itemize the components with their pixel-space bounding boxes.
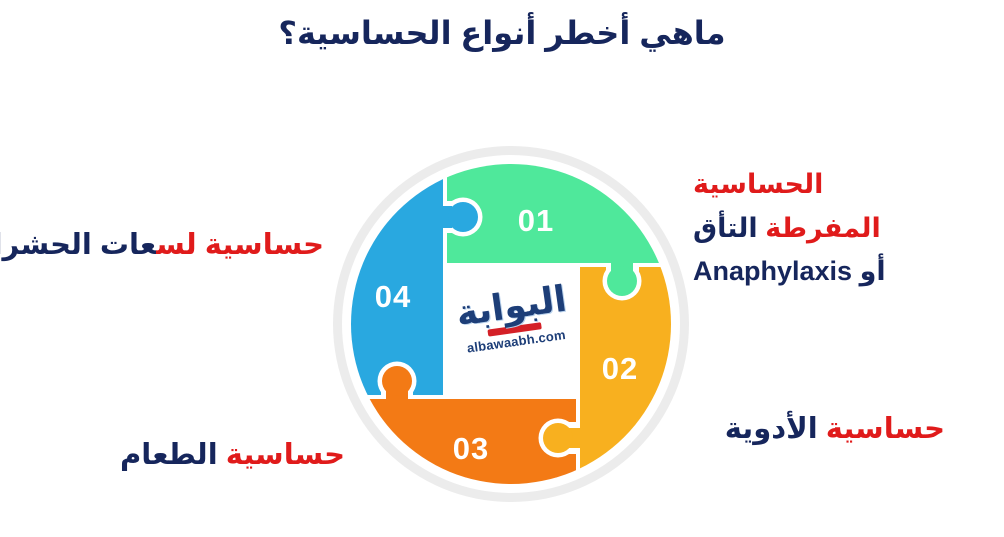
puzzle-tab-orange <box>377 361 417 403</box>
label-anaphylaxis-line2: أو Anaphylaxis <box>693 256 886 287</box>
piece-number-03: 03 <box>453 431 489 466</box>
label-food: حساسيةالطعام <box>120 437 345 473</box>
label-anaphylaxis: الحساسية المفرطةالتأق أو Anaphylaxis <box>693 163 1004 294</box>
label-drugs-navy: الأدوية <box>724 413 818 445</box>
label-anaphylaxis-line1: الحساسية المفرطةالتأق <box>693 163 1004 250</box>
piece-number-02: 02 <box>602 351 638 386</box>
piece-number-04: 04 <box>375 279 411 314</box>
puzzle-tab-green <box>602 255 642 301</box>
puzzle-tab-amber <box>538 418 583 458</box>
label-food-red: حساسية <box>225 439 345 471</box>
label-food-navy: الطعام <box>120 439 218 471</box>
label-insect-stings-navy: ‍عات الحشرات <box>0 229 157 261</box>
label-anaphylaxis-navy: التأق <box>693 212 758 243</box>
label-insect-stings-red: حساسية لس‍ <box>156 229 324 261</box>
label-anaphylaxis-red: الحساسية المفرطة <box>693 169 881 243</box>
piece-number-01: 01 <box>518 203 554 238</box>
label-drugs: حساسيةالأدوية <box>700 411 945 447</box>
label-insect-stings: حساسية لس‍‍عات الحشرات <box>0 227 324 263</box>
label-drugs-red: حساسية <box>825 413 945 445</box>
page-title: ماهي أخطر أنواع الحساسية؟ <box>278 15 726 51</box>
puzzle-tab-blue <box>434 197 483 237</box>
